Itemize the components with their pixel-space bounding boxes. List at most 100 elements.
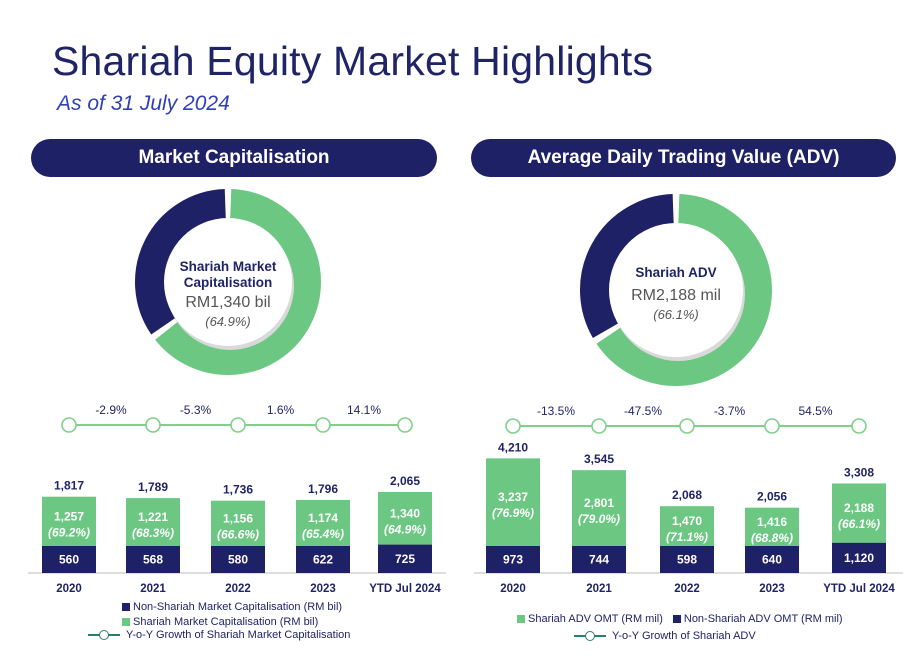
bar-label-shariah: 3,237 (498, 490, 528, 504)
bar-non-shariah (572, 546, 626, 573)
bar-label-shariah: 1,470 (672, 514, 702, 528)
x-tick-label: 2020 (500, 583, 526, 595)
growth-label: 54.5% (798, 404, 832, 418)
legend-label: Non-Shariah ADV OMT (RM mil) (683, 613, 843, 625)
bar-label-non-shariah: 725 (395, 552, 415, 566)
bar-label-shariah: 2,188 (844, 501, 874, 515)
legend-left-non-shariah: Non-Shariah Market Capitalisation (RM bi… (122, 601, 342, 613)
legend-left-shariah: Shariah Market Capitalisation (RM bil) (122, 616, 318, 628)
bar-total-label: 1,817 (54, 479, 84, 493)
growth-marker (591, 418, 607, 434)
adv-section-title: Average Daily Trading Value (ADV) (471, 139, 896, 177)
bar-shariah (42, 496, 96, 546)
market-cap-donut-center (164, 218, 292, 346)
bar-non-shariah (42, 546, 96, 573)
bar-total-label: 1,736 (223, 483, 253, 497)
bar-label-non-shariah: 1,120 (844, 551, 874, 565)
legend-line-marker-icon (574, 631, 606, 641)
growth-marker (679, 418, 695, 434)
bar-non-shariah (296, 546, 350, 573)
bar-shariah (745, 507, 799, 546)
bar-shariah (660, 506, 714, 546)
growth-marker (315, 417, 331, 433)
donut-label: Shariah ADV (635, 265, 716, 280)
x-tick-label: 2022 (225, 583, 251, 595)
bar-label-share: (71.1%) (666, 530, 708, 544)
legend-swatch-green (122, 618, 130, 626)
bar-non-shariah (832, 542, 886, 573)
legend-label: Y-o-Y Growth of Shariah Market Capitalis… (126, 629, 351, 641)
donut-value: RM2,188 mil (631, 287, 721, 304)
adv-donut-shariah-arc (596, 194, 772, 386)
donut-pct: (66.1%) (653, 307, 699, 322)
x-tick-label: 2021 (140, 583, 166, 595)
bar-shariah (378, 492, 432, 545)
growth-label: -2.9% (95, 403, 127, 417)
market-cap-donut-non-shariah-arc (135, 189, 227, 335)
bar-label-shariah: 1,174 (308, 511, 338, 525)
bar-shariah (126, 498, 180, 546)
x-tick-label: 2022 (674, 583, 700, 595)
growth-marker (145, 417, 161, 433)
bar-total-label: 2,056 (757, 490, 787, 504)
growth-marker (397, 417, 413, 433)
bar-label-non-shariah: 973 (503, 553, 523, 567)
bar-label-share: (66.6%) (217, 527, 259, 541)
donut-pct: (64.9%) (205, 314, 251, 329)
bar-label-non-shariah: 568 (143, 553, 163, 567)
growth-marker (230, 417, 246, 433)
growth-label: -13.5% (537, 404, 575, 418)
x-tick-label: 2020 (56, 583, 82, 595)
growth-marker (851, 418, 867, 434)
bar-total-label: 3,308 (844, 465, 874, 479)
bar-label-shariah: 1,340 (390, 506, 420, 520)
legend-label: Y-o-Y Growth of Shariah ADV (612, 630, 756, 642)
adv-donut-non-shariah-arc (580, 194, 675, 339)
bar-label-shariah: 1,416 (757, 515, 787, 529)
bar-label-share: (68.3%) (132, 526, 174, 540)
market-cap-donut-shariah-arc (155, 189, 321, 375)
legend-swatch-navy (122, 603, 130, 611)
legend-label: Shariah Market Capitalisation (RM bil) (133, 616, 319, 628)
growth-marker (61, 417, 77, 433)
legend-line-marker-icon (88, 630, 120, 640)
x-tick-label: YTD Jul 2024 (823, 583, 895, 595)
bar-label-shariah: 1,257 (54, 509, 84, 523)
bar-label-share: (76.9%) (492, 506, 534, 520)
legend-right-growth: Y-o-Y Growth of Shariah ADV (574, 630, 756, 642)
bar-shariah (211, 500, 265, 546)
legend-label: Non-Shariah Market Capitalisation (RM bi… (133, 601, 343, 613)
bar-label-non-shariah: 580 (228, 553, 248, 567)
bar-total-label: 2,065 (390, 474, 420, 488)
bar-non-shariah (126, 546, 180, 573)
bar-label-shariah: 2,801 (584, 496, 614, 510)
bar-label-shariah: 1,221 (138, 510, 168, 524)
bar-non-shariah (745, 546, 799, 573)
bar-total-label: 2,068 (672, 488, 702, 502)
bar-label-non-shariah: 622 (313, 553, 333, 567)
bar-label-non-shariah: 560 (59, 553, 79, 567)
growth-marker (764, 418, 780, 434)
legend-swatch-navy (672, 615, 681, 623)
bar-label-share: (68.8%) (751, 531, 793, 545)
bar-shariah (572, 470, 626, 546)
bar-non-shariah (660, 546, 714, 573)
bar-non-shariah (486, 546, 540, 573)
x-tick-label: 2023 (759, 583, 785, 595)
bar-label-share: (64.9%) (384, 522, 426, 536)
market-cap-section-title: Market Capitalisation (31, 139, 437, 177)
bar-total-label: 3,545 (584, 452, 614, 466)
adv-donut-center (609, 223, 743, 357)
bar-label-non-shariah: 744 (589, 553, 609, 567)
page-title: Shariah Equity Market Highlights (52, 38, 654, 84)
x-tick-label: YTD Jul 2024 (369, 583, 441, 595)
bar-label-share: (66.1%) (838, 517, 880, 531)
donut-label: Capitalisation (184, 275, 273, 290)
x-tick-label: 2023 (310, 583, 336, 595)
bar-label-share: (79.0%) (578, 512, 620, 526)
bar-label-non-shariah: 640 (762, 553, 782, 567)
legend-swatch-green (517, 615, 525, 623)
bar-non-shariah (378, 544, 432, 573)
bar-non-shariah (211, 546, 265, 573)
